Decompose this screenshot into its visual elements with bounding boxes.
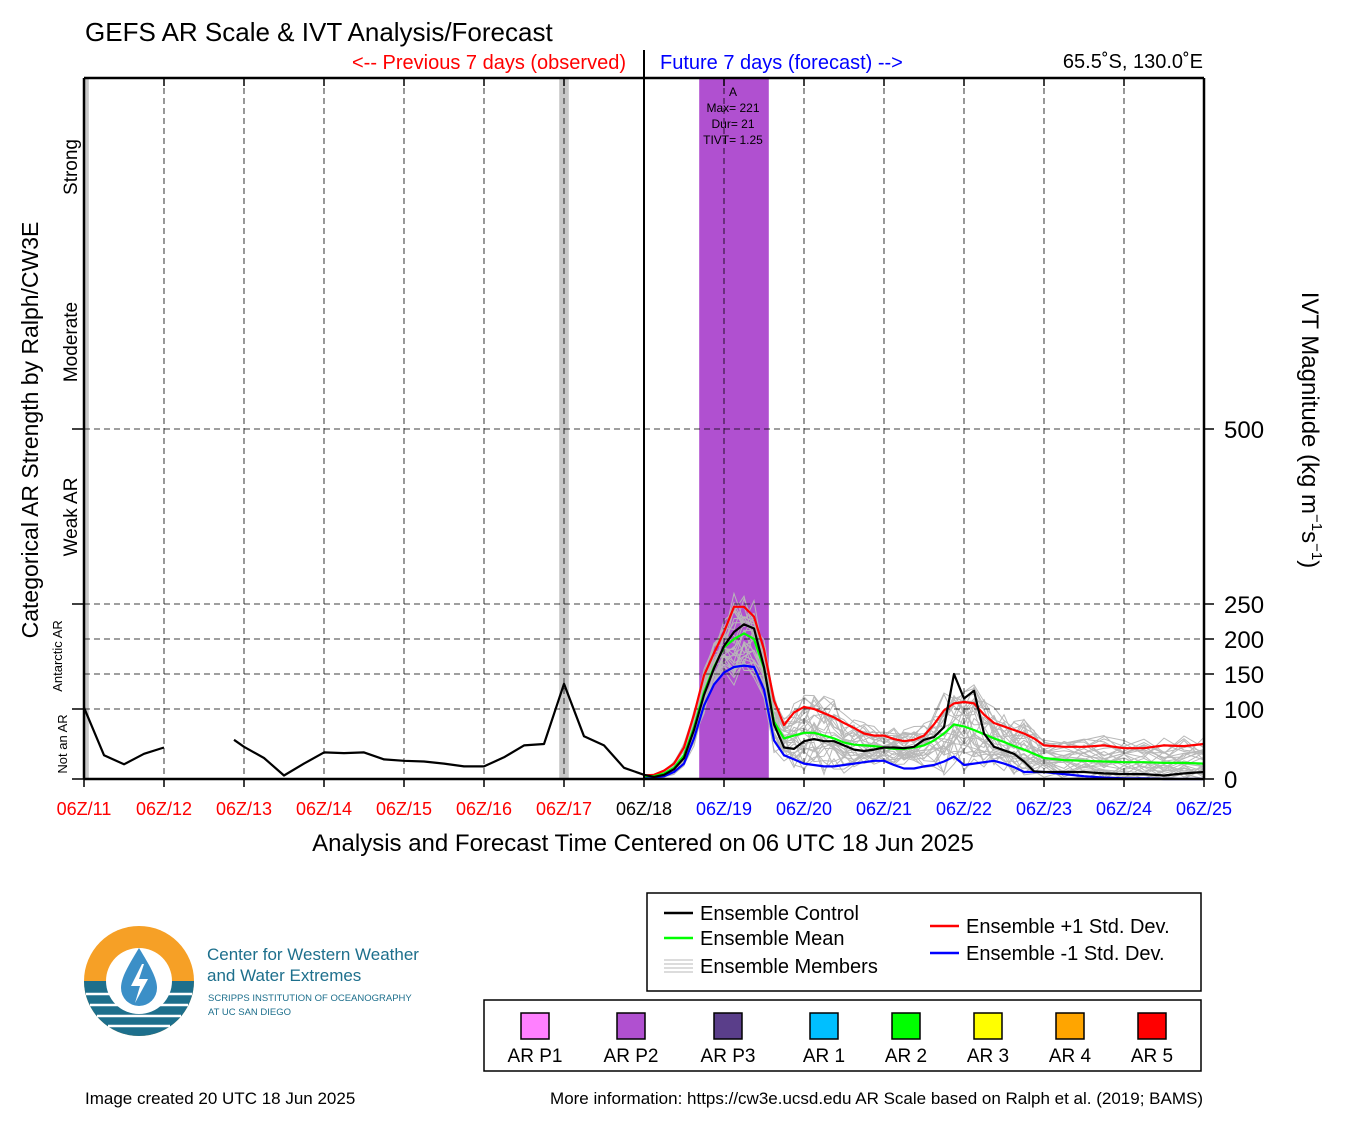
ar-scale-label: AR P1 xyxy=(508,1046,563,1067)
y-tick-label: 250 xyxy=(1224,592,1264,619)
x-tick-label: 06Z/20 xyxy=(776,799,832,819)
category-not-ar: Not an AR xyxy=(55,714,70,773)
ar-scale-key: AR P1 AR P2 AR P3 AR 1 AR 2 AR 3 AR 4 AR 5 xyxy=(483,999,1202,1072)
ar-scale-swatch xyxy=(809,1012,839,1040)
legend-members-label: Ensemble Members xyxy=(700,956,878,978)
y-tick-label: 150 xyxy=(1224,662,1264,689)
x-tick-label: 06Z/11 xyxy=(57,799,112,819)
x-tick-label: 06Z/18 xyxy=(616,799,672,819)
logo-line2: and Water Extremes xyxy=(207,966,361,985)
x-tick-label: 06Z/22 xyxy=(936,799,992,819)
ar-scale-label: AR 5 xyxy=(1131,1046,1173,1067)
y-tick-label: 500 xyxy=(1224,417,1264,444)
ar-event-annotation: A Max= 221 Dur= 21 TIVT= 1.25 xyxy=(703,85,763,147)
left-axis-title: Categorical AR Strength by Ralph/CW3E xyxy=(17,222,43,639)
x-tick-label: 06Z/14 xyxy=(296,799,352,819)
x-tick-label: 06Z/24 xyxy=(1096,799,1152,819)
legend-control-label: Ensemble Control xyxy=(700,903,859,925)
y-tick-label: 100 xyxy=(1224,697,1264,724)
previous-period-label: <-- Previous 7 days (observed) xyxy=(352,52,626,74)
ar-scale-label: AR 2 xyxy=(885,1046,927,1067)
series-layer xyxy=(82,605,1205,781)
x-tick-label: 06Z/17 xyxy=(536,799,592,819)
ar-event-tivt: TIVT= 1.25 xyxy=(703,133,763,147)
x-tick-label: 06Z/23 xyxy=(1016,799,1072,819)
ar-scale-label: AR 1 xyxy=(803,1046,845,1067)
y-tick-label: 200 xyxy=(1224,627,1264,654)
legend-mean-label: Ensemble Mean xyxy=(700,928,845,950)
ar-scale-label: AR 4 xyxy=(1049,1046,1092,1067)
ar-scale-swatch xyxy=(891,1012,921,1040)
ar-scale-label: AR P3 xyxy=(701,1046,756,1067)
x-tick-label: 06Z/12 xyxy=(136,799,192,819)
right-axis-title: IVT Magnitude (kg m−1s−1) xyxy=(1296,292,1325,569)
ar-event-duration: Dur= 21 xyxy=(711,117,754,131)
ar-scale-swatch xyxy=(520,1012,550,1040)
ar-scale-swatch xyxy=(1055,1012,1085,1040)
axes-layer: 06Z/11 06Z/12 06Z/13 06Z/14 06Z/15 06Z/16 06Z/… xyxy=(57,50,1264,819)
future-period-label: Future 7 days (forecast) --> xyxy=(660,52,903,74)
legend-frame xyxy=(646,892,1202,992)
x-tick-label: 06Z/21 xyxy=(856,799,912,819)
ensemble-plus-sd-line xyxy=(643,605,1205,777)
legend: Ensemble Control Ensemble Mean Ensemble … xyxy=(646,892,1202,992)
category-strong: Strong xyxy=(61,139,82,195)
x-axis-title: Analysis and Forecast Time Centered on 0… xyxy=(312,830,974,857)
category-moderate: Moderate xyxy=(61,302,82,382)
footer-more-info: More information: https://cw3e.ucsd.edu … xyxy=(550,1089,1203,1108)
x-tick-label: 06Z/19 xyxy=(696,799,752,819)
logo-line1: Center for Western Weather xyxy=(207,945,419,964)
x-tick-label: 06Z/13 xyxy=(216,799,272,819)
x-tick-label: 06Z/16 xyxy=(456,799,512,819)
category-antarctic-ar: Antarctic AR xyxy=(50,620,65,692)
ar-scale-label: AR 3 xyxy=(967,1046,1009,1067)
legend-members-swatch xyxy=(664,959,693,973)
ar-event-letter: A xyxy=(729,85,737,99)
x-tick-label: 06Z/15 xyxy=(376,799,432,819)
legend-minus-sd-label: Ensemble -1 Std. Dev. xyxy=(966,943,1165,965)
ar-scale-swatch xyxy=(616,1012,646,1040)
ar-event-max: Max= 221 xyxy=(706,101,759,115)
logo-line3: SCRIPPS INSTITUTION OF OCEANOGRAPHY xyxy=(208,993,412,1004)
category-weak-ar: Weak AR xyxy=(61,478,82,557)
ensemble-control-line xyxy=(82,707,165,766)
lightning-icon xyxy=(131,964,148,1003)
cw3e-logo: Center for Western Weather and Water Ext… xyxy=(84,926,419,1036)
x-tick-label: 06Z/25 xyxy=(1176,799,1232,819)
footer-created: Image created 20 UTC 18 Jun 2025 xyxy=(85,1089,355,1108)
ar-scale-label: AR P2 xyxy=(604,1046,659,1067)
logo-line4: AT UC SAN DIEGO xyxy=(208,1007,291,1018)
ar-scale-swatch xyxy=(973,1012,1003,1040)
observed-ar-bar xyxy=(84,78,89,779)
ar-scale-swatch xyxy=(1137,1012,1167,1040)
y-tick-label: 0 xyxy=(1224,767,1237,794)
ar-scale-swatch xyxy=(713,1012,743,1040)
location-label: 65.5˚S, 130.0˚E xyxy=(1063,51,1203,73)
legend-plus-sd-label: Ensemble +1 Std. Dev. xyxy=(966,916,1170,938)
ensemble-control-line xyxy=(233,623,1205,778)
chart-title: GEFS AR Scale & IVT Analysis/Forecast xyxy=(85,17,553,47)
